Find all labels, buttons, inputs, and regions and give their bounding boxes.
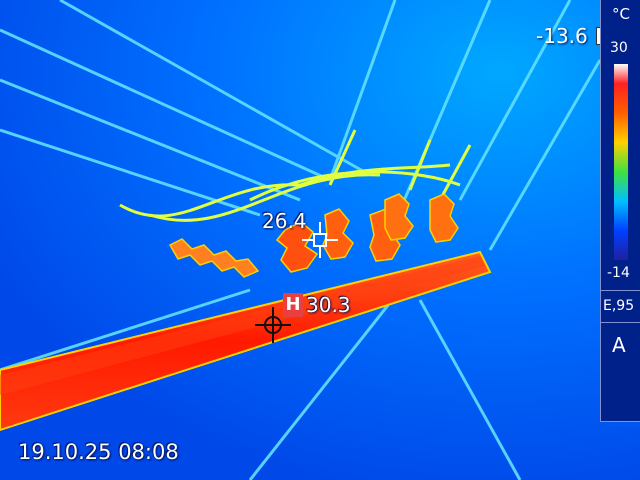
unit-label: °C xyxy=(612,5,630,23)
scale-min: -14 xyxy=(607,265,630,281)
emissivity-label: E,95 xyxy=(603,298,635,314)
measurement-mode-label: A xyxy=(612,333,626,357)
hot-spot-badge: H xyxy=(283,293,303,317)
min-temperature-readout: -13.6 xyxy=(536,24,588,48)
divider xyxy=(601,290,640,291)
target-crosshair-icon xyxy=(255,307,291,343)
hot-spot-temperature: 30.3 xyxy=(306,293,351,317)
scale-max: 30 xyxy=(610,40,628,56)
power-lines xyxy=(0,0,602,480)
crosshair-icon xyxy=(302,222,338,258)
divider xyxy=(601,322,640,323)
insulators xyxy=(168,193,459,278)
jumper-wires xyxy=(119,129,472,222)
colorbar xyxy=(614,64,628,260)
center-spot-temperature: 26.4 xyxy=(262,209,307,233)
timestamp: 19.10.25 08:08 xyxy=(18,440,179,464)
